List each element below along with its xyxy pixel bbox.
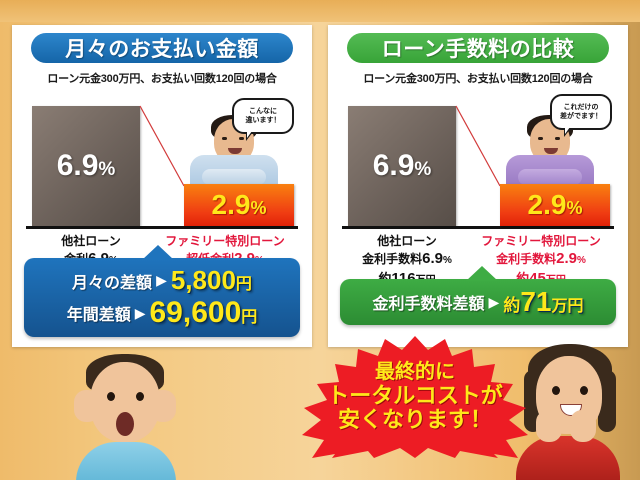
arrow-icon: ▶	[134, 304, 146, 321]
panel-subtitle-monthly: ローン元金300万円、お支払い回数120回の場合	[47, 73, 277, 85]
boy-hand-left	[74, 390, 100, 422]
difference-banner-notch	[466, 266, 498, 281]
panel-header-monthly: 月々のお支払い金額	[31, 33, 293, 63]
boy-mouth	[116, 412, 134, 436]
speech-bubble-line1: こんなに	[249, 107, 277, 115]
panel-monthly-payment: 月々のお支払い金額 ローン元金300万円、お支払い回数120回の場合 6.9% …	[12, 25, 312, 347]
panel-fee-comparison: ローン手数料の比較 ローン元金300万円、お支払い回数120回の場合 6.9% …	[328, 25, 628, 347]
bar-family-loan-value-fee: 2.9%	[527, 189, 583, 220]
panel-subtitle-fee: ローン元金300万円、お支払い回数120回の場合	[363, 73, 593, 85]
girl-hand-left	[536, 410, 562, 442]
starburst-line3: 安くなります！	[337, 407, 492, 433]
person-eye-left	[538, 137, 543, 140]
background-top-band	[0, 0, 640, 22]
bar-other-loan-fee: 6.9%	[348, 106, 456, 226]
boy-eye-left	[107, 392, 115, 401]
arrow-icon: ▶	[488, 293, 500, 310]
difference-row-annual: 年間差額 ▶ 69,600円	[34, 296, 290, 330]
person-arms	[202, 169, 266, 185]
boy-body	[76, 442, 176, 480]
panel-header-fee: ローン手数料の比較	[347, 33, 609, 63]
arrow-icon: ▶	[156, 272, 167, 288]
difference-value: 69,600円	[149, 296, 258, 329]
difference-value: 5,800円	[170, 265, 252, 295]
photo-smiling-woman	[494, 340, 634, 480]
girl-eye-right	[580, 386, 588, 395]
difference-label: 月々の差額	[72, 274, 153, 292]
caption-rate: 金利手数料2.9%	[496, 250, 586, 268]
difference-value: 約71万円	[503, 286, 584, 317]
bar-other-loan-monthly: 6.9%	[32, 106, 140, 226]
bar-family-loan-fee: 2.9%	[500, 184, 610, 226]
difference-label: 金利手数料差額	[372, 296, 485, 313]
speech-bubble-line1: これだけの	[563, 103, 599, 111]
difference-banner-monthly: 月々の差額 ▶ 5,800円 年間差額 ▶ 69,600円	[24, 245, 300, 337]
caption-rate: 金利手数料6.9%	[362, 250, 452, 268]
difference-banner-fee: 金利手数料差額 ▶ 約71万円	[340, 266, 616, 325]
speech-bubble-fee: これだけの 差がでます！	[550, 94, 612, 137]
caption-title: ファミリー特別ローン	[165, 234, 285, 248]
caption-title: 他社ローン	[377, 234, 437, 248]
person-eye-left	[222, 137, 227, 140]
caption-title: 他社ローン	[61, 234, 121, 248]
person-mouth	[228, 148, 242, 154]
starburst-banner: 最終的に トータルコストが 安くなります！	[300, 336, 530, 458]
person-arms	[518, 169, 582, 185]
girl-body	[516, 436, 620, 480]
person-eye-right	[555, 137, 560, 140]
difference-label: 年間差額	[66, 307, 131, 324]
bar-other-loan-value-monthly: 6.9%	[56, 149, 116, 182]
difference-row-monthly: 月々の差額 ▶ 5,800円	[34, 265, 290, 296]
starburst-line2: トータルコストが	[327, 382, 503, 408]
chart-baseline-monthly	[26, 226, 298, 229]
chart-baseline-fee	[342, 226, 614, 229]
photo-surprised-boy	[50, 348, 200, 480]
speech-bubble-line2: 違います！	[245, 117, 281, 124]
girl-eye-left	[552, 386, 560, 395]
chart-monthly: 6.9% こんなに 違います！ 2.9%	[26, 94, 298, 229]
bar-family-loan-monthly: 2.9%	[184, 184, 294, 226]
bar-other-loan-value-fee: 6.9%	[372, 149, 432, 182]
starburst-shape	[302, 336, 528, 458]
girl-hair-right	[598, 370, 616, 432]
person-mouth	[544, 148, 558, 154]
boy-hand-right	[150, 390, 176, 422]
person-eye-right	[239, 137, 244, 140]
starburst-text: 最終的に トータルコストが 安くなります！	[300, 336, 530, 458]
boy-eye-right	[136, 392, 144, 401]
girl-hand-right	[570, 410, 596, 442]
starburst-line1: 最終的に	[375, 361, 455, 384]
difference-banner-notch	[142, 245, 174, 260]
speech-bubble-monthly: こんなに 違います！	[232, 98, 294, 141]
bar-family-loan-value-monthly: 2.9%	[211, 189, 267, 220]
speech-bubble-line2: 差がでます！	[560, 113, 602, 120]
caption-other-loan-fee: 他社ローン 金利手数料6.9% 約116万円	[342, 234, 472, 288]
difference-row-fee: 金利手数料差額 ▶ 約71万円	[350, 286, 606, 318]
chart-fee: 6.9% これだけの 差がでます！ 2.9%	[342, 94, 614, 229]
caption-title: ファミリー特別ローン	[481, 234, 601, 248]
